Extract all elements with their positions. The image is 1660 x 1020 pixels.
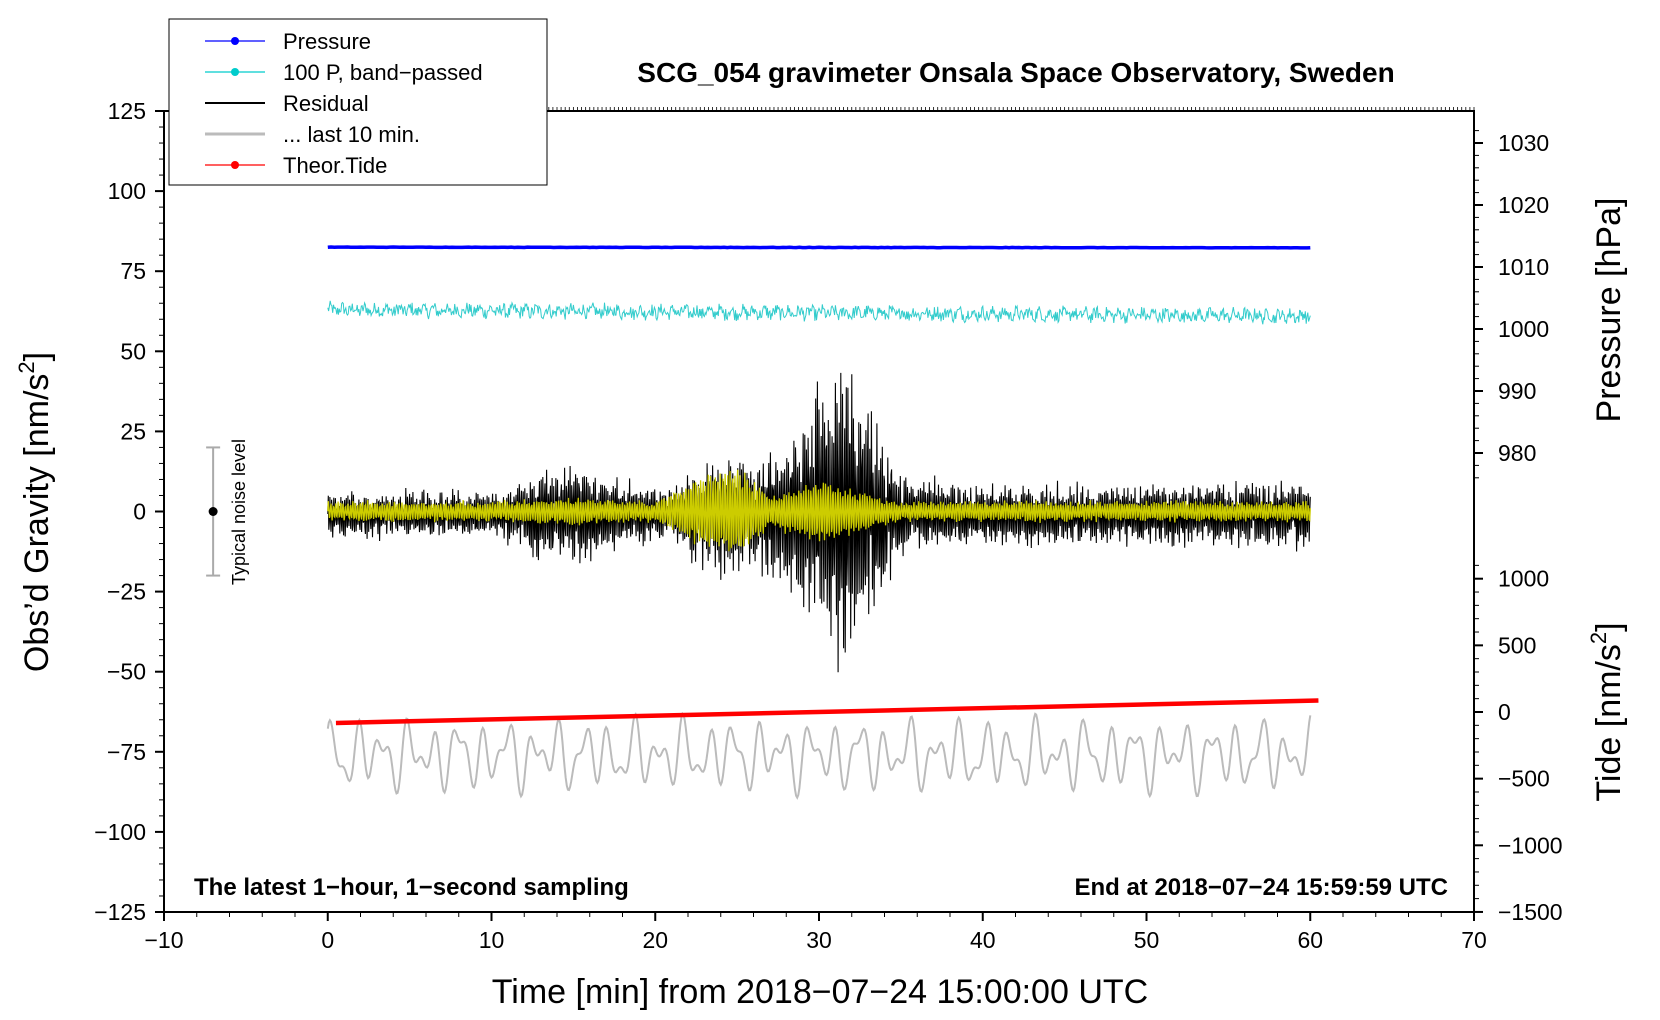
y-axis-title-tide-main: Tide [nm/s	[1590, 644, 1628, 801]
x-tick-label: 20	[642, 927, 668, 953]
legend-label: Pressure	[283, 29, 371, 54]
pressure-tick-label: 980	[1498, 440, 1536, 466]
tide-axis-ticks: 1000 500 0 −500 −1000 −1500	[1474, 564, 1563, 925]
legend-marker	[231, 68, 239, 76]
y-tick-label: 75	[120, 258, 146, 284]
y-tick-label: −125	[94, 899, 146, 925]
legend-marker	[231, 161, 239, 169]
y-tick-label: 50	[120, 338, 146, 364]
series-residual-filtered	[327, 469, 1311, 552]
annotation-sampling: The latest 1−hour, 1−second sampling	[194, 874, 629, 901]
chart-title: SCG_054 gravimeter Onsala Space Observat…	[637, 57, 1394, 88]
pressure-tick-label: 990	[1498, 378, 1536, 404]
pressure-tick-label: 1010	[1498, 254, 1549, 280]
tide-tick-label: 500	[1498, 632, 1536, 658]
y-axis-ticks: 125 100 75 50 25 0 −25 −50 −75 −100 −125	[94, 98, 164, 925]
legend-marker	[231, 37, 239, 45]
noise-level-indicator: Typical noise level	[206, 439, 249, 585]
x-tick-label: 70	[1461, 927, 1487, 953]
y-tick-label: 125	[108, 98, 146, 124]
x-tick-label: −10	[144, 927, 183, 953]
series-residual	[327, 372, 1311, 673]
series-pressure	[327, 245, 1311, 250]
y-tick-label: 100	[108, 178, 146, 204]
x-tick-label: 60	[1297, 927, 1323, 953]
y-tick-label: 25	[120, 418, 146, 444]
data-series	[326, 245, 1319, 800]
pressure-tick-label: 1030	[1498, 130, 1549, 156]
pressure-tick-label: 1000	[1498, 316, 1549, 342]
pressure-axis-ticks: 1030 1020 1010 1000 990 980	[1474, 130, 1549, 479]
y-axis-title-left-sup: 2	[14, 361, 39, 373]
x-tick-label: 40	[970, 927, 996, 953]
y-tick-label: −25	[107, 579, 146, 605]
y-axis-title-tide: Tide [nm/s2]	[1586, 622, 1628, 801]
y-axis-title-left-end: ]	[18, 352, 56, 361]
x-tick-label: 50	[1134, 927, 1160, 953]
x-axis-title: Time [min] from 2018−07−24 15:00:00 UTC	[492, 973, 1148, 1011]
y-axis-title-tide-end: ]	[1590, 622, 1628, 631]
tide-tick-label: 1000	[1498, 566, 1549, 592]
y-axis-title-pressure: Pressure [hPa]	[1590, 198, 1628, 423]
annotation-end-time: End at 2018−07−24 15:59:59 UTC	[1074, 874, 1448, 901]
x-tick-label: 10	[479, 927, 505, 953]
y-tick-label: −75	[107, 739, 146, 765]
tide-tick-label: 0	[1498, 699, 1511, 725]
x-tick-label: 0	[321, 927, 334, 953]
legend-label: Theor.Tide	[283, 153, 387, 178]
pressure-tick-label: 1020	[1498, 192, 1549, 218]
legend-label: 100 P, band−passed	[283, 60, 483, 85]
noise-level-label: Typical noise level	[229, 439, 249, 585]
x-tick-label: 30	[806, 927, 832, 953]
y-axis-title-left-main: Obs’d Gravity [nm/s	[18, 374, 56, 673]
series-theoretical-tide	[335, 698, 1319, 726]
legend-label: ... last 10 min.	[283, 122, 420, 147]
legend: Pressure 100 P, band−passed Residual ... la…	[168, 18, 548, 186]
series-last-10-min	[326, 711, 1312, 800]
tide-tick-label: −1500	[1498, 899, 1563, 925]
series-band-passed-pressure	[327, 300, 1311, 325]
y-tick-label: −50	[107, 659, 146, 685]
y-tick-label: 0	[133, 499, 146, 525]
noise-level-dot	[208, 507, 218, 516]
tide-tick-label: −500	[1498, 766, 1550, 792]
y-axis-title-tide-sup: 2	[1586, 632, 1611, 644]
y-tick-label: −100	[94, 819, 146, 845]
tide-tick-label: −1000	[1498, 832, 1563, 858]
y-axis-title-left: Obs’d Gravity [nm/s2]	[14, 352, 56, 672]
legend-label: Residual	[283, 91, 369, 116]
x-axis-ticks: −10 0 10 20 30 40 50 60 70	[144, 107, 1487, 953]
